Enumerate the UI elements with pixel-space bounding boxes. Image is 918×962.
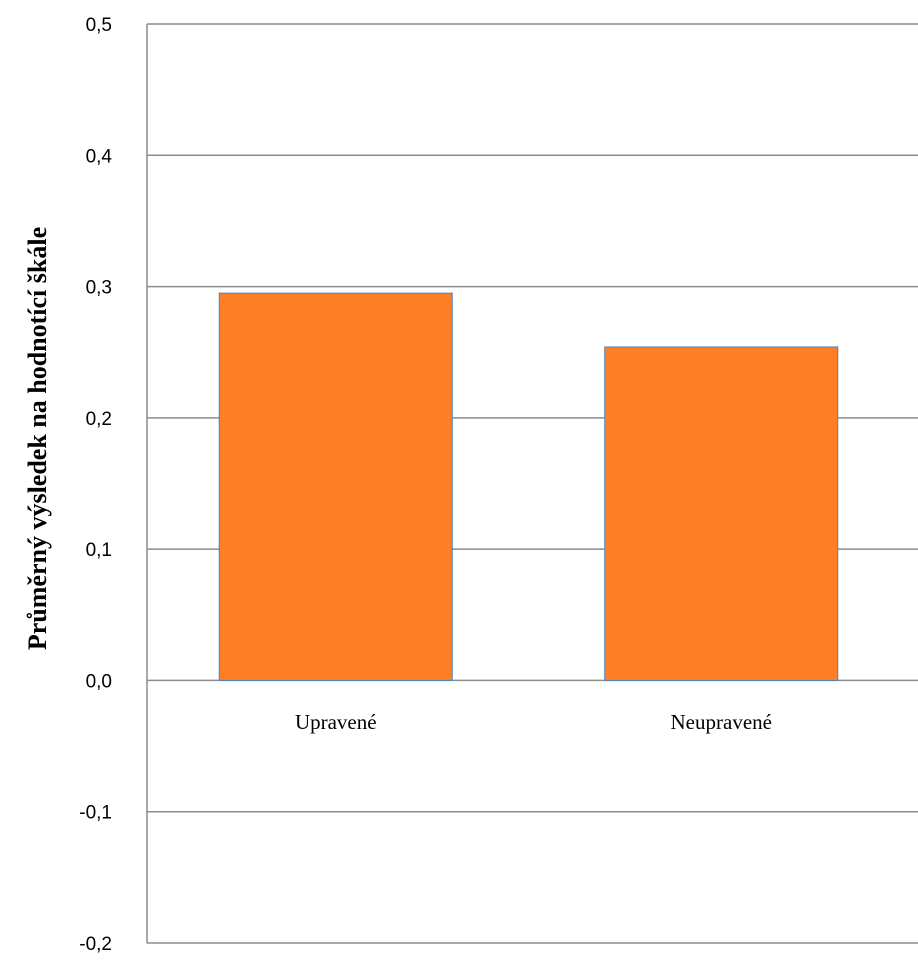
y-tick-label: 0,4 (86, 146, 113, 167)
bars (218, 292, 839, 681)
y-tick-label: 0,1 (86, 540, 112, 561)
x-category-label: Upravené (295, 710, 377, 734)
y-tick-label: 0,5 (86, 15, 112, 36)
y-tick-label: 0,2 (86, 409, 112, 430)
y-tick-label: -0,2 (79, 934, 112, 955)
y-tick-labels: 0,5 0,4 0,3 0,2 0,1 0,0 -0,1 -0,2 (79, 15, 112, 955)
y-tick-label: 0,0 (86, 671, 112, 692)
x-category-labels: Upravené Neupravené (295, 710, 772, 734)
y-tick-label: 0,3 (86, 278, 112, 299)
y-tick-label: -0,1 (79, 803, 112, 824)
bar-2 (604, 346, 839, 681)
x-category-label: Neupravené (671, 710, 772, 734)
y-axis-title: Průměrný výsledek na hodnotící škále (23, 227, 52, 650)
bar-1 (218, 292, 453, 681)
